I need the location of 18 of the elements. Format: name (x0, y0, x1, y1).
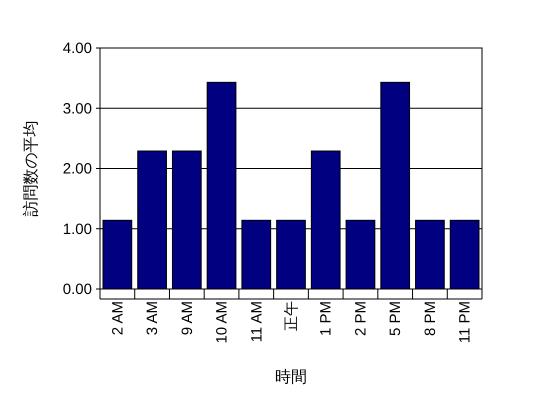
x-tick-label: 3 AM (144, 301, 162, 336)
y-tick-label: 0.00 (62, 281, 92, 298)
x-tick-label: 11 AM (248, 301, 266, 342)
x-tick-label: 2 AM (109, 301, 126, 336)
x-tick-label: 1 PM (318, 301, 335, 336)
y-tick-label: 3.00 (62, 100, 92, 118)
x-tick-label: 2 PM (352, 301, 370, 336)
x-axis-title: 時間 (275, 368, 307, 386)
x-tick-label: 8 PM (422, 301, 439, 336)
x-tick-label: 10 AM (214, 301, 231, 344)
y-tick-label: 2.00 (62, 160, 92, 178)
x-tick-label: 11 PM (456, 301, 474, 344)
x-tick-label: 5 PM (387, 301, 404, 336)
x-tick-label: 9 AM (178, 301, 196, 336)
y-tick-label: 4.00 (62, 40, 92, 57)
y-axis-title: 訪問数の平均 (22, 120, 40, 216)
y-tick-label: 1.00 (62, 220, 92, 238)
x-tick-label: 正午 (283, 301, 300, 331)
